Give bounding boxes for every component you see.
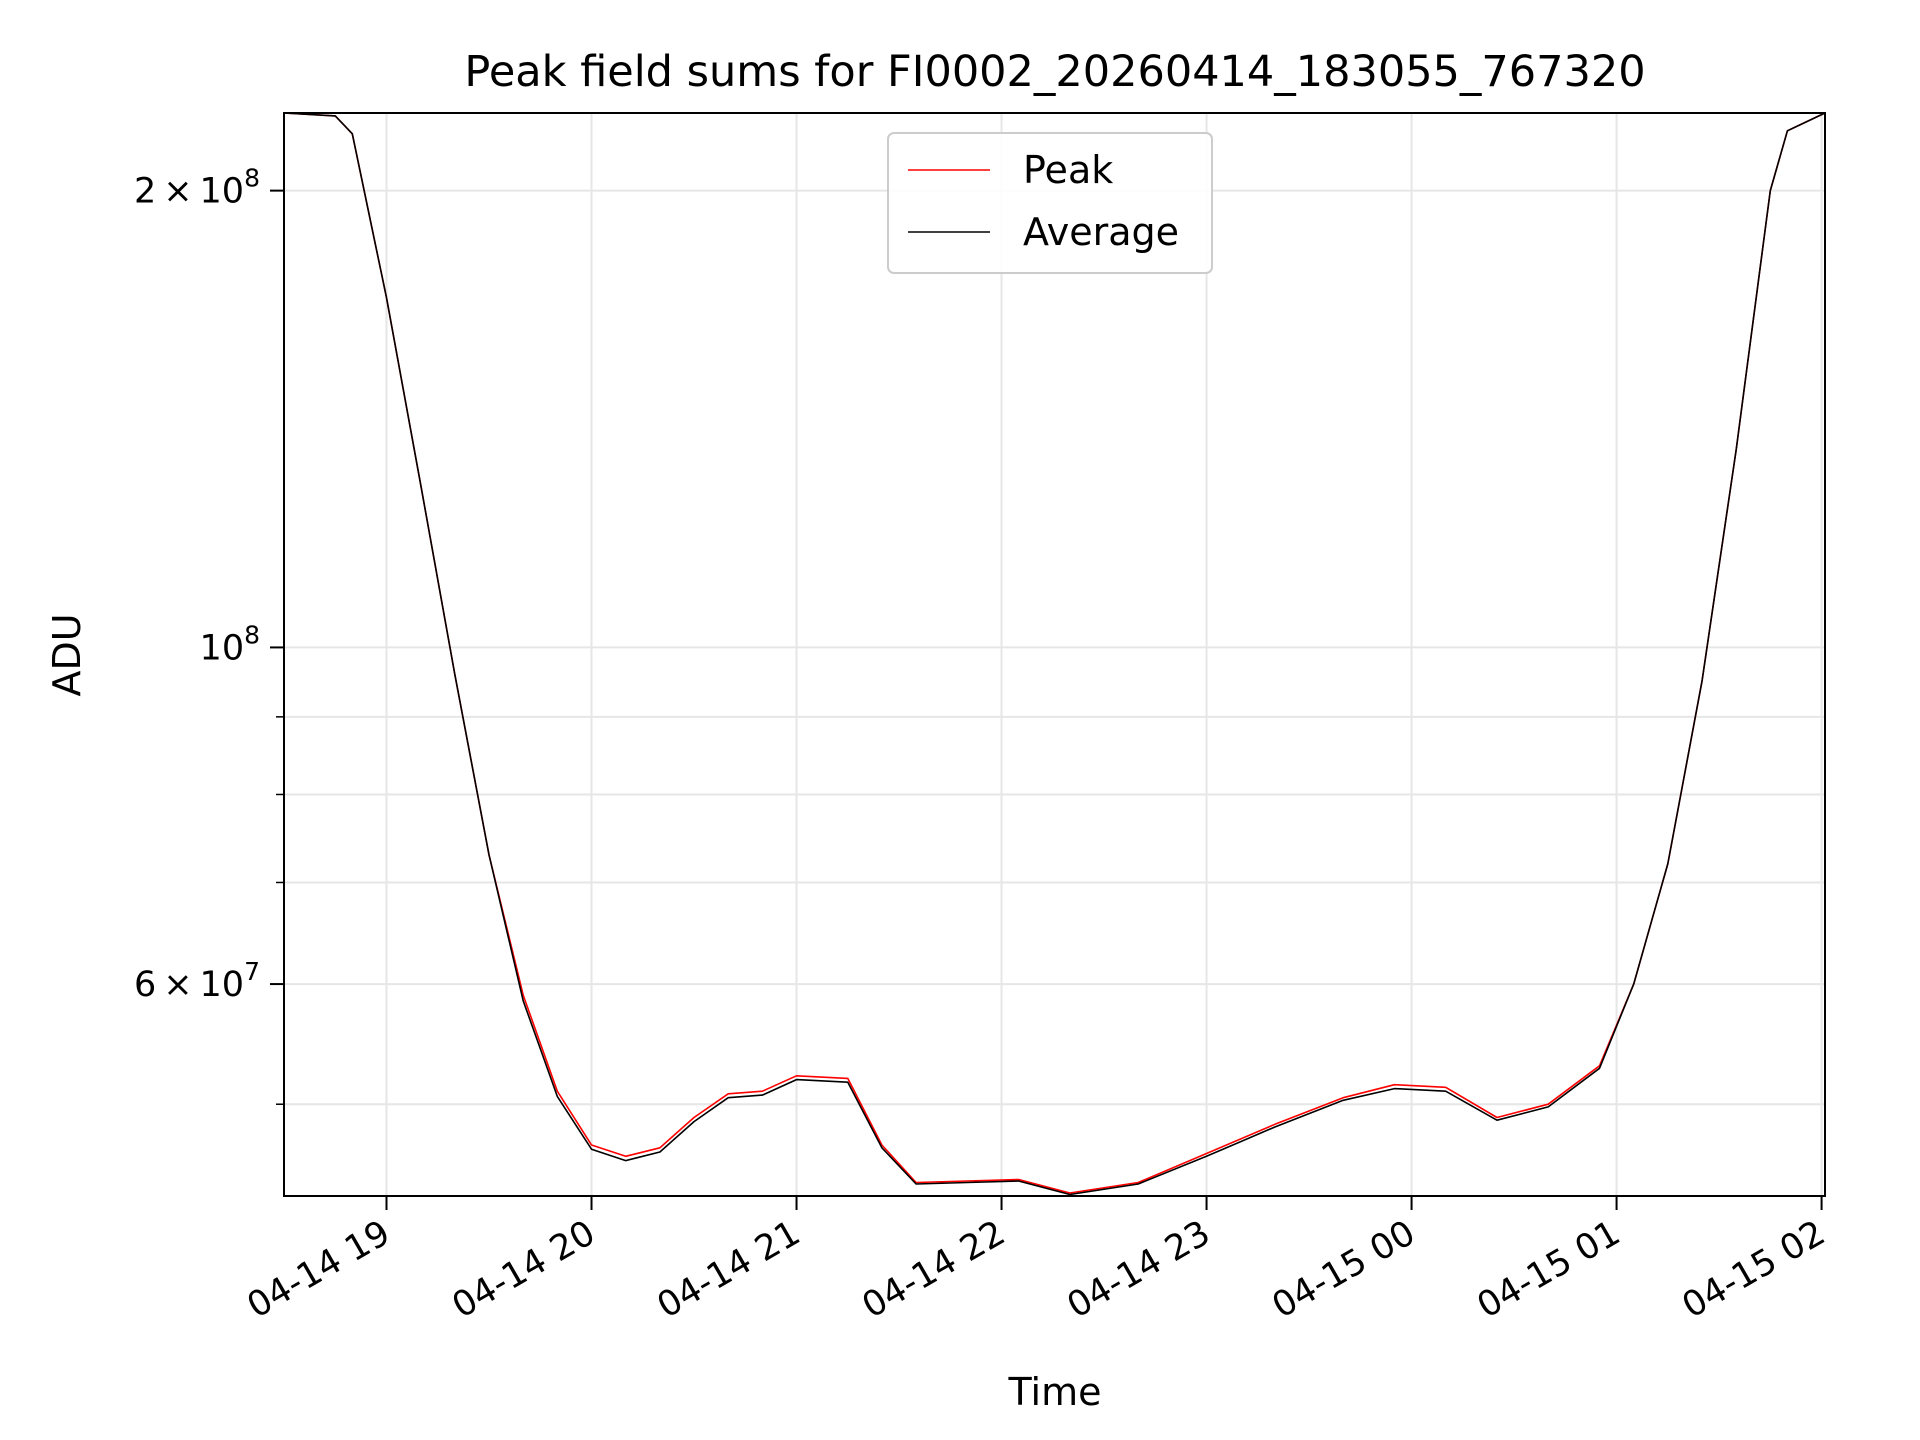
legend: Peak Average (888, 133, 1212, 273)
chart-title: Peak field sums for FI0002_20260414_1830… (464, 47, 1645, 97)
legend-label-average: Average (1023, 210, 1179, 254)
x-axis-label: Time (1008, 1370, 1102, 1414)
y-tick-label: 2 × 108 (134, 164, 260, 212)
y-tick-label: 6 × 107 (134, 957, 260, 1005)
y-axis-label: ADU (45, 613, 89, 696)
legend-label-peak: Peak (1023, 148, 1113, 192)
